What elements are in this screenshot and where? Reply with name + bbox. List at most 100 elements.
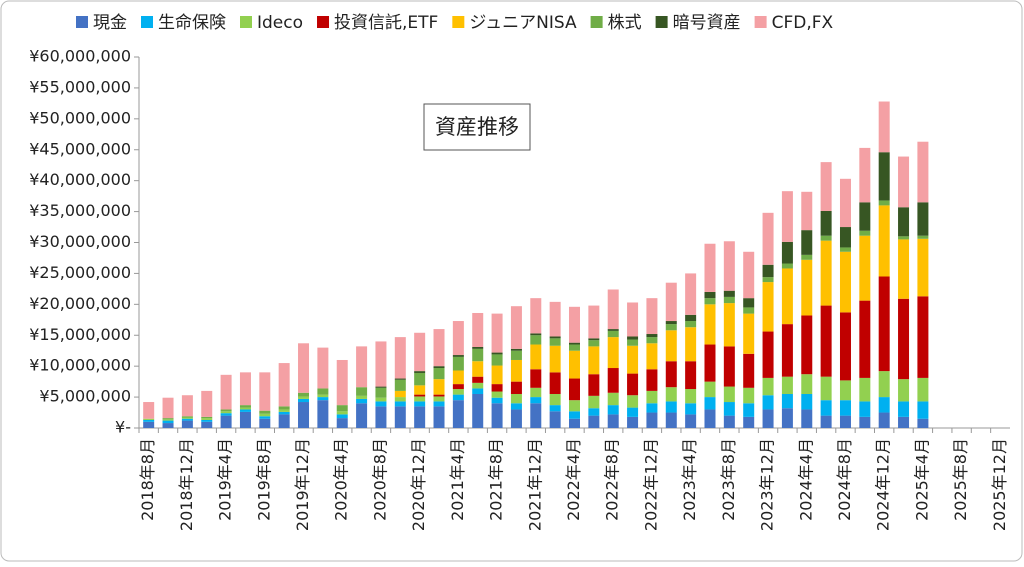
bar-segment <box>646 343 658 370</box>
bar-segment <box>878 371 890 398</box>
bar-segment <box>414 396 426 402</box>
bar-segment <box>414 385 426 395</box>
legend-swatch <box>452 16 465 28</box>
bar-segment <box>588 338 600 341</box>
y-tick-label: ¥55,000,000 <box>29 77 131 96</box>
bar-segment <box>723 241 735 291</box>
y-tick-label: ¥40,000,000 <box>29 170 131 189</box>
x-tick-label: 2023年4月 <box>680 438 699 521</box>
bar-segment <box>898 239 910 299</box>
bar-segment <box>336 411 348 415</box>
bar-segment <box>820 376 832 401</box>
bar-segment <box>414 401 426 407</box>
bar-segment <box>510 359 522 382</box>
bar-segment <box>220 411 232 414</box>
x-tick-label: 2020年8月 <box>370 438 389 521</box>
bar-segment <box>917 235 929 239</box>
bar-segment <box>201 419 213 422</box>
bar-segment <box>607 337 619 369</box>
bar-segment <box>801 254 813 260</box>
bar-segment <box>743 403 755 417</box>
bar-segment <box>704 344 716 382</box>
bar-segment <box>781 268 793 325</box>
bar-segment <box>859 300 871 378</box>
bar-segment <box>162 397 174 419</box>
bar-segment <box>452 400 464 428</box>
bar-segment <box>433 366 445 369</box>
bar-segment <box>569 378 580 401</box>
bar-segment <box>278 409 290 412</box>
bar-segment <box>801 230 813 255</box>
bar-segment <box>375 386 387 388</box>
bar-segment <box>607 329 619 331</box>
bar-segment <box>685 389 697 404</box>
bar-segment <box>704 409 716 428</box>
bar-segment <box>452 384 464 390</box>
bar-segment <box>433 329 445 367</box>
bar-segment <box>743 313 755 354</box>
bar-segment <box>452 394 464 401</box>
bar-segment <box>878 276 890 372</box>
bar-segment <box>472 346 484 349</box>
bar-segment <box>394 401 406 407</box>
bar-segment <box>743 387 755 404</box>
bar-segment <box>259 410 271 414</box>
bar-segment <box>607 289 619 330</box>
bar-segment <box>685 327 697 362</box>
bar-segment <box>317 394 329 398</box>
bar-segment <box>839 400 851 416</box>
bar-segment <box>646 369 658 391</box>
bar-segment <box>452 356 464 371</box>
bar-segment <box>781 263 793 269</box>
bar-segment <box>143 421 155 428</box>
bar-segment <box>762 282 774 332</box>
x-tick-label: 2018年12月 <box>177 438 196 531</box>
bar-segment <box>917 377 929 402</box>
legend-label: 暗号資産 <box>673 13 741 33</box>
bar-segment <box>510 393 522 404</box>
bar-segment <box>917 238 929 297</box>
bar-segment <box>762 212 774 265</box>
bar-segment <box>704 291 716 299</box>
bar-segment <box>414 394 426 397</box>
bar-segment <box>220 374 232 410</box>
bar-segment <box>627 336 639 340</box>
x-tick-label: 2025年4月 <box>912 438 931 521</box>
bar-segment <box>491 354 503 366</box>
bar-segment <box>530 344 542 370</box>
bar-segment <box>859 202 871 231</box>
bar-segment <box>298 396 310 399</box>
bar-segment <box>433 368 445 380</box>
bar-segment <box>917 418 929 428</box>
bar-segment <box>723 346 735 387</box>
x-tick-label: 2023年12月 <box>758 438 777 531</box>
bar-segment <box>356 403 368 428</box>
bar-segment <box>259 418 271 428</box>
bar-segment <box>723 386 735 403</box>
bar-segment <box>859 377 871 402</box>
bar-segment <box>878 397 890 413</box>
bar-segment <box>181 395 193 417</box>
bar-segment <box>394 337 406 379</box>
bar-segment <box>433 379 445 395</box>
bar-segment <box>704 304 716 345</box>
bar-segment <box>762 277 774 283</box>
bar-segment <box>569 306 580 343</box>
title-box <box>423 103 531 151</box>
bar-segment <box>588 340 600 347</box>
bar-segment <box>549 301 561 337</box>
bar-segment <box>685 321 697 328</box>
bar-segment <box>414 332 426 372</box>
x-tick-label: 2021年8月 <box>487 438 506 521</box>
bar-segment <box>898 416 910 428</box>
bar-segment <box>801 374 813 394</box>
legend-label: 生命保険 <box>158 13 226 33</box>
y-tick-label: ¥35,000,000 <box>29 201 131 220</box>
x-tick-label: 2019年12月 <box>293 438 312 531</box>
bar-segment <box>685 403 697 415</box>
bar-segment <box>433 406 445 428</box>
bar-segment <box>665 324 677 331</box>
x-tick-label: 2020年4月 <box>332 438 351 521</box>
bar-segment <box>762 377 774 396</box>
bar-segment <box>646 412 658 428</box>
